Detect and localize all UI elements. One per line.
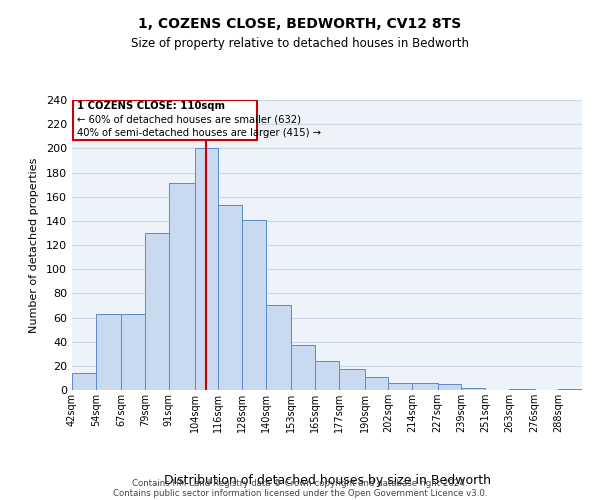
Bar (558, 389, 582, 390)
Bar (242, 220, 266, 390)
Y-axis label: Number of detached properties: Number of detached properties (29, 158, 39, 332)
Text: 40% of semi-detached houses are larger (415) →: 40% of semi-detached houses are larger (… (77, 128, 321, 138)
Bar (365, 376, 388, 390)
Bar (218, 205, 242, 390)
Text: ← 60% of detached houses are smaller (632): ← 60% of detached houses are smaller (63… (77, 114, 301, 124)
Bar (169, 184, 194, 390)
Bar (388, 383, 412, 390)
Text: Contains HM Land Registry data © Crown copyright and database right 2024.: Contains HM Land Registry data © Crown c… (132, 478, 468, 488)
Bar (72, 373, 96, 390)
FancyBboxPatch shape (73, 100, 257, 140)
Bar (145, 233, 169, 390)
Bar (339, 370, 365, 390)
Bar (121, 314, 145, 390)
Bar (194, 148, 218, 390)
Text: Contains public sector information licensed under the Open Government Licence v3: Contains public sector information licen… (113, 488, 487, 498)
Bar (437, 384, 461, 390)
Bar (412, 383, 437, 390)
Bar (96, 314, 121, 390)
X-axis label: Distribution of detached houses by size in Bedworth: Distribution of detached houses by size … (163, 474, 491, 487)
Bar (266, 306, 292, 390)
Text: Size of property relative to detached houses in Bedworth: Size of property relative to detached ho… (131, 38, 469, 51)
Text: 1 COZENS CLOSE: 110sqm: 1 COZENS CLOSE: 110sqm (77, 101, 225, 111)
Bar (461, 388, 485, 390)
Bar (292, 346, 315, 390)
Text: 1, COZENS CLOSE, BEDWORTH, CV12 8TS: 1, COZENS CLOSE, BEDWORTH, CV12 8TS (139, 18, 461, 32)
Bar (509, 389, 535, 390)
Bar (315, 361, 339, 390)
